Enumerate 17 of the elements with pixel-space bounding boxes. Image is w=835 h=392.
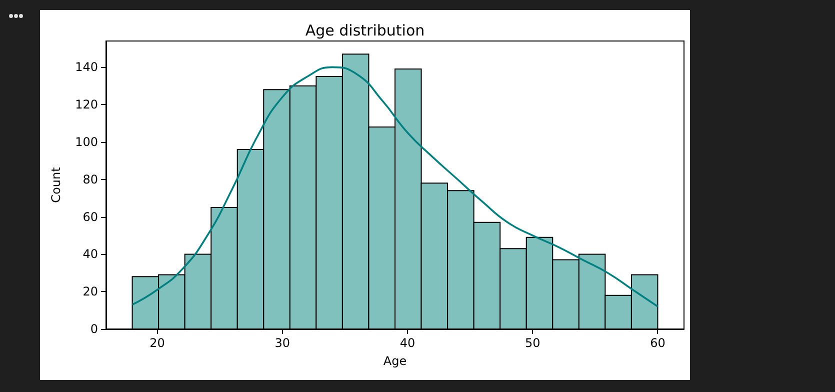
chart-title: Age distribution <box>305 22 425 40</box>
x-tick-label: 30 <box>274 336 290 350</box>
x-tick-label: 20 <box>150 336 165 350</box>
y-tick-label: 80 <box>82 172 98 186</box>
y-tick-label: 60 <box>82 210 98 224</box>
y-tick-label: 20 <box>82 284 98 299</box>
x-tick-label: 50 <box>524 336 540 350</box>
y-tick-label: 40 <box>82 247 98 262</box>
line-series <box>131 66 659 308</box>
y-tick-label: 120 <box>75 98 98 112</box>
y-tick-label: 0 <box>90 322 98 336</box>
x-tick-label: 40 <box>400 336 416 350</box>
y-tick-label: 100 <box>75 134 98 149</box>
y-axis-title: Count <box>49 166 63 203</box>
x-tick-label: 60 <box>650 336 666 350</box>
y-tick-label: 140 <box>75 60 98 74</box>
x-axis-title: Age <box>383 354 407 368</box>
